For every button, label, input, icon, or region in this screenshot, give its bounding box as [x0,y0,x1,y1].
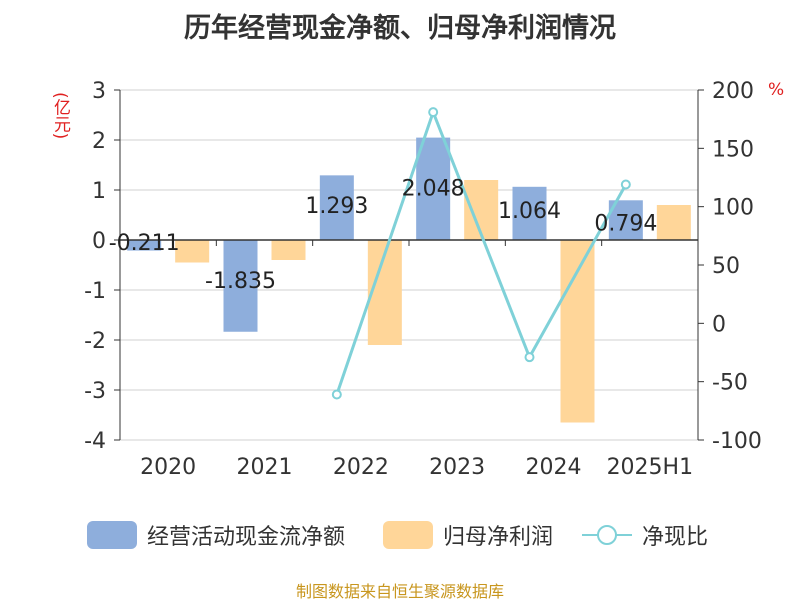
left-tick-label: -1 [84,279,106,304]
bar-cash [223,240,258,332]
legend-swatch-profit [383,521,433,549]
left-tick-label: 0 [92,229,106,254]
category-label: 2022 [333,455,389,480]
legend-item-profit[interactable]: 归母净利润 [383,518,553,552]
category-label: 2021 [237,455,293,480]
bar-profit [656,205,691,240]
data-label-cash: 2.048 [402,177,465,202]
legend-label-profit: 归母净利润 [443,525,554,550]
left-tick-label: -3 [84,379,106,404]
left-tick-label: -4 [84,429,106,454]
bar-cash [512,186,547,240]
ratio-line [331,107,631,400]
right-tick-label: 150 [712,137,754,162]
data-label-cash: -0.211 [109,231,180,256]
grid-lines [120,89,698,441]
legend-swatch-ratio [582,521,632,549]
bar-profit [464,180,499,240]
left-tick-label: 3 [92,79,106,104]
right-tick-label: 0 [712,312,726,337]
bar-cash [127,240,162,251]
right-tick-label: -50 [712,371,748,396]
ratio-point [524,352,535,363]
left-tick-label: -2 [84,329,106,354]
data-label-cash: 1.064 [498,199,561,224]
bars [127,137,691,423]
left-tick-label: 1 [92,179,106,204]
right-tick-label: 100 [712,196,754,221]
data-label-cash: -1.835 [205,269,276,294]
category-label: 2020 [140,455,196,480]
chart-title: 历年经营现金净额、归母净利润情况 [184,13,616,44]
right-tick-label: -100 [712,429,762,454]
category-label: 2023 [429,455,485,480]
source-note: 制图数据来自恒生聚源数据库 [295,582,504,601]
data-label-cash: 1.293 [305,194,368,219]
category-label: 2025H1 [607,455,694,480]
right-tick-label: 50 [712,254,740,279]
legend: 经营活动现金流净额 归母净利润 净现比 [0,518,800,552]
legend-item-ratio[interactable]: 净现比 [582,518,708,552]
legend-label-ratio: 净现比 [642,525,709,550]
legend-item-cash[interactable]: 经营活动现金流净额 [87,518,345,552]
category-label: 2024 [526,455,582,480]
left-axis-unit: (亿元) [50,92,70,140]
ratio-point [428,107,439,118]
ratio-point [331,389,342,400]
left-tick-label: 2 [92,129,106,154]
data-labels: -0.211 -1.835 1.293 2.048 1.064 0.794 [109,177,658,295]
bar-profit [175,240,210,263]
ratio-point [620,179,631,190]
axes: -4 -3 -2 -1 0 1 2 3 -100 -50 0 50 100 150 200 2020 2021 2… [84,79,762,480]
ratio-line-path [335,107,628,395]
data-label-cash: 0.794 [594,212,657,237]
right-tick-label: 200 [712,79,754,104]
bar-profit [560,240,595,423]
legend-label-cash: 经营活动现金流净额 [147,525,346,550]
right-axis-unit: % [768,80,785,100]
bar-cash [416,137,451,240]
bar-profit [271,240,306,260]
bar-cash [319,175,354,240]
legend-swatch-cash [87,521,137,549]
